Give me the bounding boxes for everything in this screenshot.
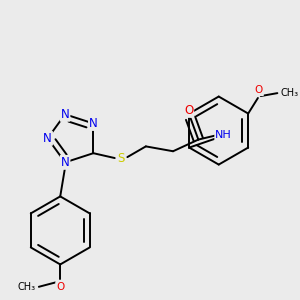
Text: CH₃: CH₃ [280,88,298,98]
Text: N: N [43,132,52,145]
Text: N: N [61,108,70,121]
Text: O: O [184,104,193,117]
Text: S: S [117,152,124,165]
Text: N: N [89,117,98,130]
Text: NH: NH [215,130,232,140]
Text: O: O [56,282,64,292]
Text: O: O [255,85,263,95]
Text: CH₃: CH₃ [18,282,36,292]
Text: N: N [61,156,70,169]
